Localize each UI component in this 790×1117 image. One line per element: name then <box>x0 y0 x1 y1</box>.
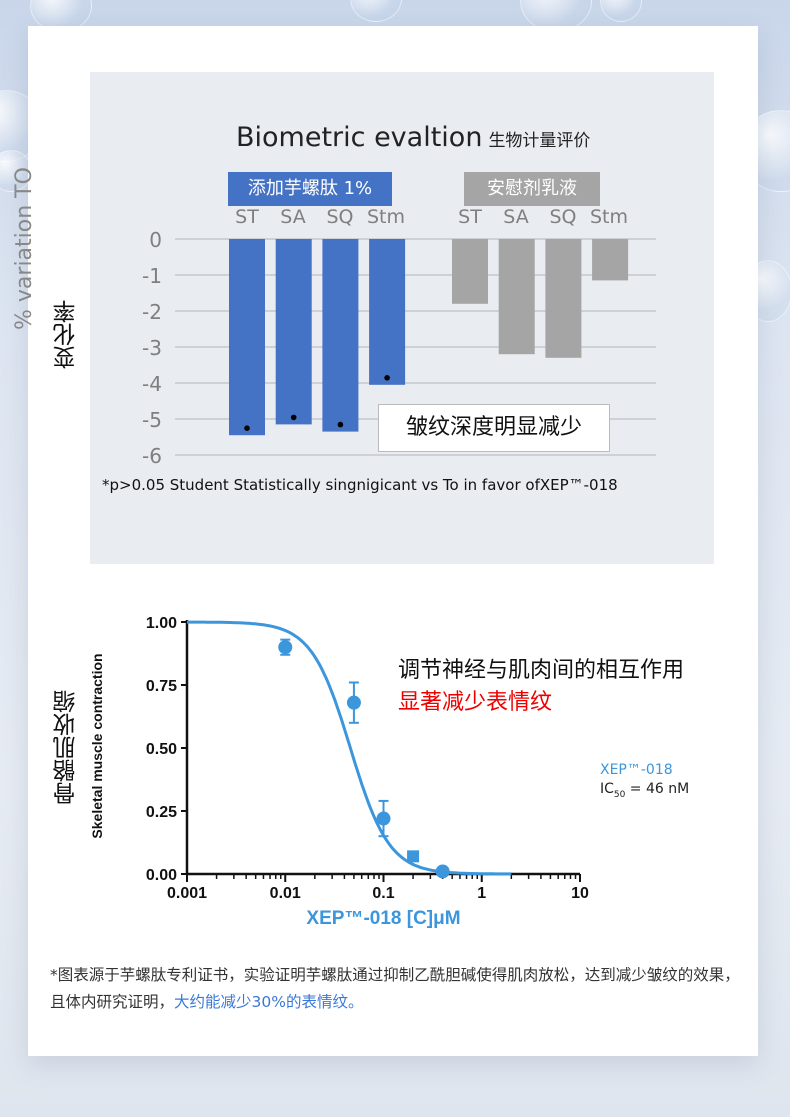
footer-highlight: 大约能减少30%的表情纹。 <box>174 993 364 1011</box>
y-tick-label: -6 <box>142 444 162 468</box>
legend-series-placebo: 安慰剂乳液 <box>464 172 600 206</box>
y-tick-label: -1 <box>142 264 162 288</box>
y-tick-label: -2 <box>142 300 162 324</box>
chart-title: Biometric evaltion 生物计量评价 <box>236 122 591 153</box>
footer-note: *图表源于芋螺肽专利证书，实验证明芋螺肽通过抑制乙酰胆碱使得肌肉放松，达到减少皱… <box>50 966 740 1011</box>
y-axis-label-cn: 变化率 <box>54 300 80 369</box>
category-label: SQ <box>549 206 577 228</box>
category-label: SQ <box>326 206 354 228</box>
ic50-label: IC50 = 46 nM <box>600 781 690 800</box>
y-axis-label-cn: 骨骼肌收缩 <box>54 690 80 805</box>
category-label: ST <box>235 206 259 228</box>
annotation-callout: 皱纹深度明显减少 <box>378 404 610 452</box>
y-tick-label: -3 <box>142 336 162 360</box>
chart-footnote: *p>0.05 Student Statistically singnigica… <box>102 476 618 494</box>
legend-series: XEP™-018 <box>600 762 673 778</box>
category-label: Stm <box>366 206 406 228</box>
chart-note-highlight: 显著减少表情纹 <box>398 690 553 715</box>
y-tick-label: -4 <box>142 372 162 396</box>
category-label: SA <box>503 206 529 228</box>
chart-title-cn: 生物计量评价 <box>488 131 591 151</box>
y-tick-label: 0 <box>149 228 162 252</box>
category-label: Stm <box>589 206 629 228</box>
y-tick-label: -5 <box>142 408 162 432</box>
decorative-bubble <box>600 0 642 22</box>
y-axis-label: % variation TO <box>12 167 37 330</box>
category-label: ST <box>458 206 482 228</box>
legend-series-treatment: 添加芋螺肽 1% <box>228 172 392 206</box>
category-label: SA <box>280 206 306 228</box>
decorative-bubble <box>350 0 402 22</box>
chart-note: 调节神经与肌肉间的相互作用 <box>398 658 685 683</box>
